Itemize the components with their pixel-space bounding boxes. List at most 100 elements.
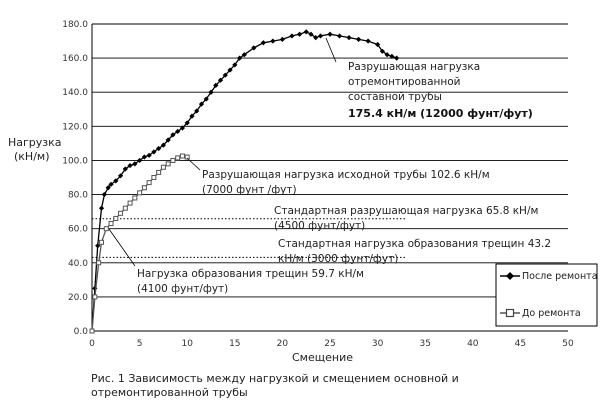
annotation-text: Разрушающая нагрузка	[348, 61, 480, 73]
axes	[91, 24, 568, 332]
x-tick-label: 35	[419, 339, 430, 349]
annotation-standard-failure: Стандартная разрушающая нагрузка 65.8 кН…	[274, 205, 538, 232]
annotation-repaired-failure: Разрушающая нагрузка отремонтированной с…	[325, 37, 533, 120]
data-point	[103, 226, 109, 232]
annotation-text: (4100 фунт/фут)	[137, 283, 228, 295]
series-layer	[89, 29, 400, 334]
data-point	[208, 89, 214, 95]
data-point	[389, 53, 395, 60]
data-point	[105, 185, 111, 191]
data-point	[122, 205, 128, 211]
data-point	[198, 101, 205, 107]
data-point	[194, 108, 200, 114]
data-point	[179, 153, 185, 159]
annotation-value: 175.4 кН/м (12000 фунт/фут)	[348, 107, 533, 120]
annotation-text: отремонтированной	[348, 76, 461, 88]
data-point	[175, 128, 181, 135]
x-tick-label: 10	[181, 339, 193, 349]
data-point	[222, 72, 228, 78]
data-point	[296, 31, 303, 37]
data-point	[251, 45, 257, 51]
data-point	[236, 55, 243, 61]
data-point	[160, 142, 166, 148]
data-point	[108, 181, 114, 187]
annotation-text: (7000 фунт /фут)	[202, 184, 297, 196]
data-point	[375, 41, 381, 48]
y-tick-label: 40.0	[68, 259, 88, 269]
data-point	[184, 154, 190, 160]
y-axis-title-line2: (кН/м)	[14, 150, 50, 163]
data-point	[270, 38, 276, 44]
x-tick-label: 30	[372, 339, 384, 349]
data-point	[279, 36, 285, 42]
data-point	[184, 120, 190, 126]
x-tick-label: 0	[89, 339, 95, 349]
x-tick-label: 20	[277, 339, 289, 349]
legend-box	[495, 263, 598, 327]
y-tick-labels: 0.0 20.0 40.0 60.0 80.0 100.0 120.0 140.0 160.0 1…	[62, 20, 88, 337]
x-tick-label: 50	[562, 339, 574, 349]
data-point	[113, 215, 119, 221]
data-point	[217, 77, 224, 83]
data-point	[241, 52, 247, 58]
data-point	[92, 285, 98, 291]
y-tick-label: 60.0	[68, 225, 88, 235]
data-point	[96, 260, 102, 266]
data-point	[203, 96, 209, 102]
data-point	[122, 166, 128, 172]
x-tick-label: 40	[467, 339, 479, 349]
x-tick-label: 25	[324, 339, 335, 349]
y-tick-label: 180.0	[62, 20, 88, 30]
annotation-text: (4500 фунт/фут)	[274, 220, 365, 232]
data-point	[117, 173, 124, 179]
data-point	[384, 52, 390, 58]
y-tick-label: 100.0	[62, 156, 88, 166]
data-point	[189, 113, 195, 119]
data-point	[165, 137, 171, 143]
data-point	[170, 157, 176, 163]
annotation-crack-load: Нагрузка образования трещин 59.7 кН/м (4…	[108, 228, 364, 295]
data-point	[327, 31, 333, 37]
data-point	[289, 33, 295, 39]
data-point	[336, 33, 343, 39]
data-point	[146, 152, 152, 158]
data-point	[160, 164, 166, 170]
legend: После ремонта До ремонта	[495, 263, 598, 327]
data-point	[118, 210, 124, 216]
data-point	[95, 243, 101, 249]
annotation-original-failure: Разрушающая нагрузка исходной трубы 102.…	[186, 157, 490, 196]
x-tick-label: 5	[137, 339, 143, 349]
data-point	[127, 200, 133, 206]
series-line	[91, 155, 188, 332]
data-point	[137, 190, 143, 196]
data-point	[175, 155, 181, 161]
data-point	[89, 328, 95, 334]
data-point	[260, 40, 266, 46]
data-point	[394, 55, 400, 61]
y-tick-label: 80.0	[68, 191, 88, 201]
data-point	[151, 175, 157, 180]
y-tick-label: 140.0	[62, 88, 88, 98]
annotation-text: Разрушающая нагрузка исходной трубы 102.…	[202, 169, 490, 181]
annotation-text: Стандартная разрушающая нагрузка 65.8 кН…	[274, 205, 538, 217]
data-point	[317, 33, 324, 39]
data-point	[137, 157, 143, 164]
data-point	[179, 125, 186, 131]
data-point	[132, 195, 138, 201]
figure-caption: Рис. 1 Зависимость между нагрузкой и сме…	[91, 372, 459, 399]
y-tick-label: 160.0	[62, 54, 88, 64]
x-tick-label: 45	[515, 339, 526, 349]
y-tick-label: 0.0	[74, 327, 89, 337]
data-point	[346, 35, 352, 41]
data-point	[303, 29, 309, 35]
annotation-leader	[325, 37, 337, 63]
data-point	[98, 205, 105, 211]
x-tick-labels: 0 5 10 15 20 25 30 35 40 45 50	[89, 339, 574, 349]
data-point	[213, 82, 219, 88]
legend-label-repaired: После ремонта	[522, 271, 598, 282]
data-point	[113, 178, 119, 184]
annotation-text: Нагрузка образования трещин 59.7 кН/м	[137, 268, 364, 280]
legend-label-original: До ремонта	[522, 308, 581, 319]
legend-marker-original	[505, 308, 515, 318]
data-point	[108, 221, 114, 227]
